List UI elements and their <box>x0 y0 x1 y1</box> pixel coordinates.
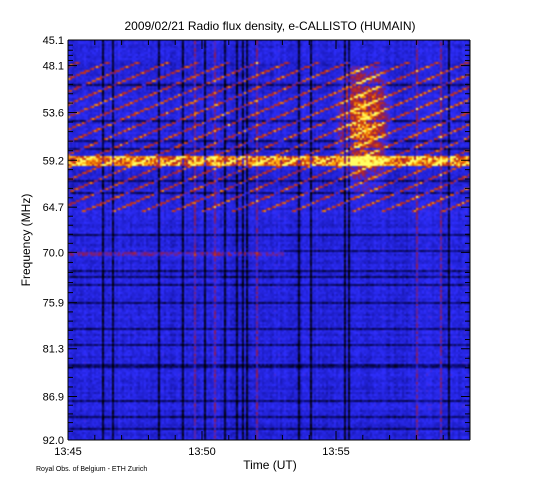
x-axis: 13:45 13:50 13:55 <box>54 39 471 458</box>
plot-area <box>68 40 470 440</box>
y-tick-label: 86.9 <box>43 392 64 404</box>
y-tick-label: 92.0 <box>43 435 64 447</box>
y-tick-label: 70.0 <box>43 247 64 259</box>
y-tick-label: 64.7 <box>43 202 64 214</box>
y-tick-label: 45.1 <box>43 35 64 47</box>
x-tick-label: 13:55 <box>322 446 350 458</box>
y-tick-label: 59.2 <box>43 155 64 167</box>
x-tick-label: 13:50 <box>188 446 216 458</box>
y-axis: 45.1 48.1 53.6 59.2 64.7 70.0 75.9 81.3 86.9 92.0 <box>43 35 471 447</box>
credit-text: Royal Obs. of Belgium - ETH Zurich <box>36 466 148 473</box>
y-tick-label: 81.3 <box>43 344 64 356</box>
y-tick-label: 75.9 <box>43 298 64 310</box>
spectrogram-image <box>68 40 470 440</box>
y-axis-label: Frequency (MHz) <box>19 194 33 287</box>
chart-title: 2009/02/21 Radio flux density, e-CALLIST… <box>124 19 415 33</box>
y-tick-label: 53.6 <box>43 107 64 119</box>
x-tick-label: 13:45 <box>54 446 82 458</box>
y-tick-label: 48.1 <box>43 61 64 73</box>
x-axis-label: Time (UT) <box>243 458 297 472</box>
